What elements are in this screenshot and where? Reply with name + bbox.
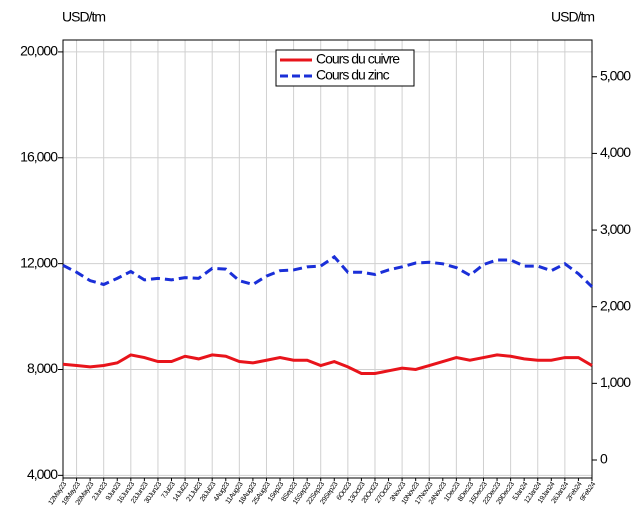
y2-tick-label: 3,000	[600, 221, 631, 237]
series-line	[62, 254, 594, 288]
y-tick-label: 16,000	[20, 148, 58, 164]
legend-box	[275, 49, 415, 87]
y2-tick-label: 4,000	[600, 144, 631, 160]
y2-axis-label: USD/tm	[551, 9, 594, 25]
legend-label: Cours du cuivre	[316, 51, 400, 67]
y-axis-label: USD/tm	[62, 9, 105, 25]
y-tick-label: 12,000	[20, 254, 58, 270]
y-tick-label: 8,000	[27, 360, 58, 376]
plot-frame	[62, 39, 593, 479]
y2-tick-label: 1,000	[600, 374, 631, 390]
legend-label: Cours du zinc	[316, 67, 390, 83]
y2-tick-label: 5,000	[600, 67, 631, 83]
series-line	[62, 353, 593, 375]
y-tick-label: 4,000	[27, 466, 58, 482]
y2-tick-label: 2,000	[600, 297, 631, 313]
y-tick-label: 20,000	[20, 43, 58, 59]
y2-tick-label: 0	[600, 451, 608, 467]
